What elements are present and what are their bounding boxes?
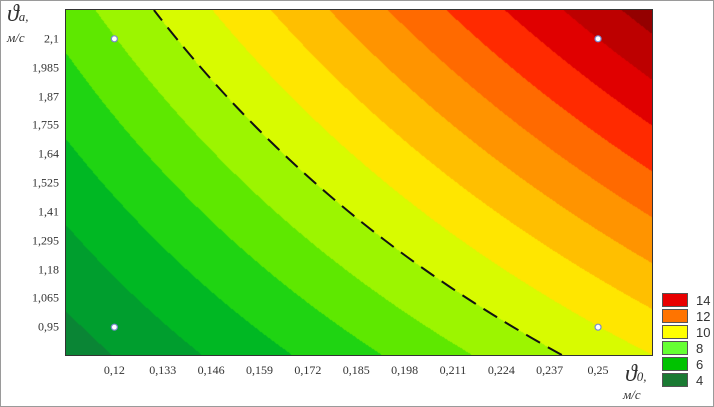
y-axis-symbol: ϑ xyxy=(7,1,19,27)
legend-item: 12 xyxy=(662,308,710,324)
legend-label: 14 xyxy=(696,292,711,308)
x-tick-label: 0,133 xyxy=(149,363,177,377)
legend-swatch xyxy=(662,373,688,387)
legend-item: 6 xyxy=(662,356,710,372)
x-tick-label: 0,12 xyxy=(103,363,125,377)
y-axis-subscript: а, xyxy=(18,9,29,24)
legend-swatch xyxy=(662,341,688,355)
y-tick-label: 0,95 xyxy=(38,319,59,334)
x-axis-unit: м/с xyxy=(623,387,641,402)
legend-item: 14 xyxy=(662,292,710,308)
x-tick-label: 0,159 xyxy=(245,363,273,377)
y-tick-label: 1,295 xyxy=(32,233,59,248)
y-tick-label: 1,985 xyxy=(32,60,59,75)
contour-fill xyxy=(66,10,652,355)
design-point xyxy=(594,35,602,43)
legend-label: 12 xyxy=(696,308,711,324)
y-tick-label: 1,065 xyxy=(32,290,59,305)
legend-label: 4 xyxy=(696,372,704,388)
design-point xyxy=(110,323,118,331)
x-tick-label: 0,224 xyxy=(487,363,515,377)
x-axis-symbol: ϑ xyxy=(625,361,637,387)
contour-line-dashed xyxy=(153,10,563,355)
legend-item: 10 xyxy=(662,324,710,340)
x-tick-label: 0,211 xyxy=(439,363,467,377)
x-tick-label: 0,237 xyxy=(536,363,564,377)
y-tick-label: 2,1 xyxy=(44,31,59,46)
design-point xyxy=(110,35,118,43)
x-tick-label: 0,185 xyxy=(342,363,370,377)
y-tick-label: 1,87 xyxy=(38,89,59,103)
x-axis-subscript: 0, xyxy=(636,369,647,384)
x-tick-label: 0,198 xyxy=(391,363,419,377)
design-point xyxy=(594,323,602,331)
y-tick-label: 1,525 xyxy=(32,175,59,190)
contour-overlay xyxy=(110,10,602,355)
x-axis-label: ϑ0, xyxy=(625,361,647,388)
legend-label: 8 xyxy=(696,340,704,356)
y-tick-label: 1,18 xyxy=(38,262,59,276)
y-axis-unit: м/с xyxy=(7,30,25,45)
legend-swatch xyxy=(662,309,688,323)
legend-label: 10 xyxy=(696,324,711,340)
plot-area xyxy=(65,9,653,356)
y-tick-label: 1,755 xyxy=(32,117,59,132)
x-tick-label: 0,172 xyxy=(294,363,322,377)
legend-swatch xyxy=(662,357,688,371)
x-tick-label: 0,25 xyxy=(587,363,609,377)
y-tick-label: 1,64 xyxy=(38,146,59,161)
legend-item: 4 xyxy=(662,372,710,388)
y-axis-label: ϑа, xyxy=(7,1,29,28)
legend-label: 6 xyxy=(696,356,704,372)
legend-swatch xyxy=(662,325,688,339)
legend-item: 8 xyxy=(662,340,710,356)
legend-swatch xyxy=(662,293,688,307)
y-tick-label: 1,41 xyxy=(38,204,59,219)
legend: 14 12 10 8 6 4 xyxy=(662,292,710,388)
x-tick-label: 0,146 xyxy=(197,363,225,377)
